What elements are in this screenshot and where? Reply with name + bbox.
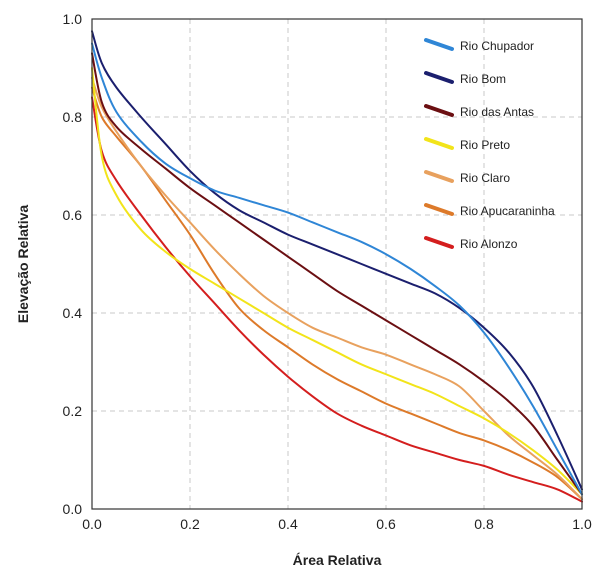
legend-swatch-rio-claro — [424, 170, 454, 183]
series-line-rio-chupador — [91, 42, 583, 496]
y-tick-label: 0.2 — [63, 403, 83, 419]
y-tick-label: 0.6 — [63, 207, 83, 223]
x-axis-title: Área Relativa — [293, 552, 382, 568]
y-axis-ticks: 0.0 0.2 0.4 0.6 0.8 1.0 — [63, 11, 83, 517]
legend-swatch-rio-preto — [424, 137, 454, 150]
x-tick-label: 0.2 — [180, 516, 200, 532]
legend-swatch-rio-alonzo — [424, 236, 454, 249]
series-lines — [91, 30, 583, 503]
legend-swatch-rio-apucaraninha — [424, 203, 454, 216]
y-tick-label: 0.8 — [63, 109, 83, 125]
y-tick-label: 0.4 — [63, 305, 83, 321]
x-tick-label: 0.6 — [376, 516, 396, 532]
series-line-rio-apucaraninha — [91, 86, 583, 501]
x-tick-label: 0.4 — [278, 516, 298, 532]
x-tick-label: 1.0 — [572, 516, 592, 532]
series-line-rio-claro — [91, 76, 583, 501]
legend: Rio Chupador Rio Bom Rio das Antas Rio Pret… — [424, 38, 555, 251]
legend-label-rio-chupador: Rio Chupador — [460, 39, 534, 53]
series-line-rio-bom — [91, 30, 583, 491]
grid-lines — [92, 19, 582, 509]
y-axis-title: Elevação Relativa — [15, 205, 31, 324]
y-tick-label: 1.0 — [63, 11, 83, 27]
legend-swatch-rio-bom — [424, 71, 454, 84]
legend-label-rio-bom: Rio Bom — [460, 72, 506, 86]
x-tick-label: 0.8 — [474, 516, 494, 532]
series-line-rio-preto — [91, 67, 583, 496]
legend-swatch-rio-chupador — [424, 38, 454, 51]
series-line-rio-das-antas — [91, 52, 583, 496]
plot-frame — [91, 18, 583, 510]
legend-label-rio-alonzo: Rio Alonzo — [460, 237, 518, 251]
y-tick-label: 0.0 — [63, 501, 83, 517]
legend-label-rio-preto: Rio Preto — [460, 138, 510, 152]
legend-swatch-rio-das-antas — [424, 104, 454, 117]
series-line-rio-alonzo — [91, 96, 583, 503]
legend-label-rio-claro: Rio Claro — [460, 171, 510, 185]
legend-label-rio-apucaraninha: Rio Apucaraninha — [460, 204, 555, 218]
legend-label-rio-das-antas: Rio das Antas — [460, 105, 534, 119]
x-tick-label: 0.0 — [82, 516, 102, 532]
x-axis-ticks: 0.0 0.2 0.4 0.6 0.8 1.0 — [82, 516, 592, 532]
